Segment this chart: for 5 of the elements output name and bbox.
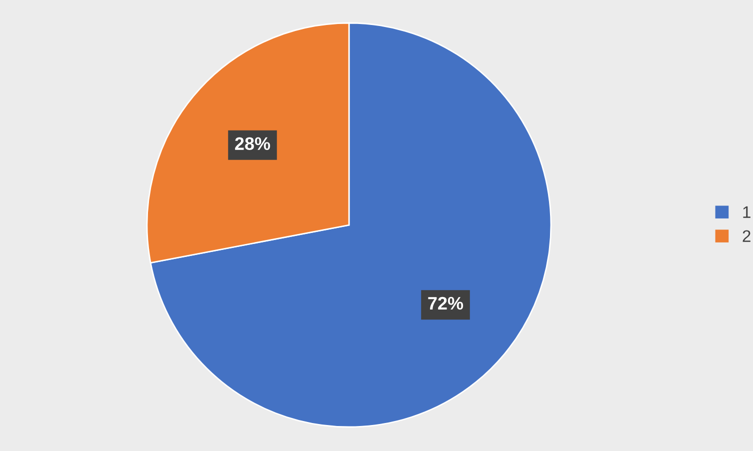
legend-label: 1 [743, 206, 750, 218]
legend-label: 2 [742, 230, 750, 242]
data-label: 72% [428, 296, 464, 310]
pie-slice [150, 22, 552, 428]
data-label: 28% [235, 137, 270, 150]
